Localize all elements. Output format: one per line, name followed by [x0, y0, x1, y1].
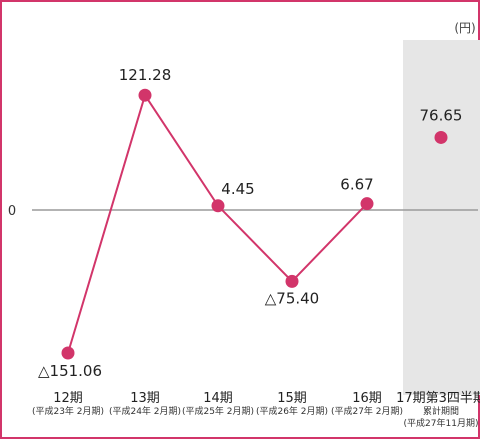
category-label: 16期	[352, 391, 382, 406]
data-label: 4.45	[221, 180, 254, 198]
highlight-panel	[403, 40, 480, 395]
category-sublabel: (平成27年 2月期)	[331, 405, 403, 417]
category-label: 13期	[130, 391, 160, 406]
category-sublabel: (平成26年 2月期)	[256, 405, 328, 417]
data-point	[285, 274, 299, 288]
category-label: 14期	[203, 391, 233, 406]
data-point	[360, 197, 374, 211]
category-sublabel: 累計期間	[423, 405, 459, 417]
category-label: 15期	[277, 391, 307, 406]
category-label: 17期第3四半期	[396, 391, 480, 406]
data-label: △75.40	[265, 289, 319, 307]
series-line	[67, 92, 368, 354]
data-point	[61, 346, 75, 360]
zero-tick-label: 0	[8, 204, 16, 219]
category-sublabel-2: (平成27年11月期)	[404, 417, 479, 429]
data-point	[434, 130, 448, 144]
data-label: 6.67	[340, 176, 373, 194]
data-label: 76.65	[420, 106, 463, 124]
category-label: 12期	[53, 391, 83, 406]
data-point	[211, 199, 225, 213]
data-label: △151.06	[38, 362, 102, 380]
unit-label: (円)	[454, 21, 475, 35]
category-sublabel: (平成24年 2月期)	[109, 405, 181, 417]
category-sublabel: (平成25年 2月期)	[182, 405, 254, 417]
data-label: 121.28	[119, 66, 172, 84]
category-sublabel: (平成23年 2月期)	[32, 405, 104, 417]
data-point	[138, 88, 152, 102]
